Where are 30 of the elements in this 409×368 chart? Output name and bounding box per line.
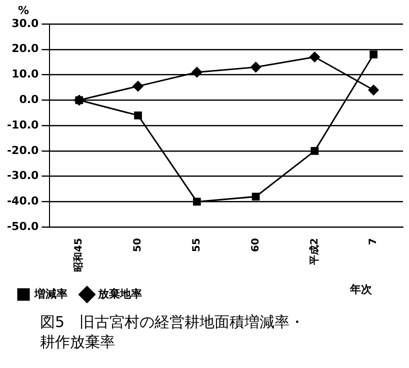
y-axis-title: % [18, 4, 30, 17]
point [310, 146, 319, 155]
point [192, 66, 202, 78]
legend-label: 放棄地率 [97, 287, 142, 300]
y-tick-label: 0.0 [19, 93, 40, 106]
point [309, 52, 320, 62]
y-tick-label: 30.0 [12, 16, 40, 30]
text: 図5 旧古宮村の経営耕地面積増減率・耕作放棄率 [40, 312, 306, 352]
point [368, 84, 379, 96]
x-tick-label: 昭和45 [72, 238, 85, 272]
y-tick-label: -40.0 [6, 194, 40, 208]
y-tick-label: -50.0 [6, 220, 40, 233]
x-tick-label: 55 [192, 238, 203, 252]
point [132, 80, 144, 92]
y-tick-label: -30.0 [6, 169, 40, 182]
y-tick-label: 20.0 [12, 42, 40, 56]
point [250, 62, 262, 72]
legend-label: 増減率 [34, 287, 68, 300]
point [370, 50, 378, 58]
point [192, 198, 201, 206]
x-tick-label: 60 [250, 238, 262, 252]
point [134, 111, 142, 120]
x-tick-label: 平成2 [308, 238, 320, 266]
y-tick-label: -10.0 [6, 118, 40, 132]
point [252, 192, 260, 201]
x-tick-label: 7 [368, 238, 380, 246]
y-tick-label: 10.0 [12, 68, 40, 81]
x-tick-label: 50 [132, 238, 144, 252]
y-tick-label: -20.0 [6, 144, 40, 157]
x-axis-title: 年次 [350, 282, 372, 297]
